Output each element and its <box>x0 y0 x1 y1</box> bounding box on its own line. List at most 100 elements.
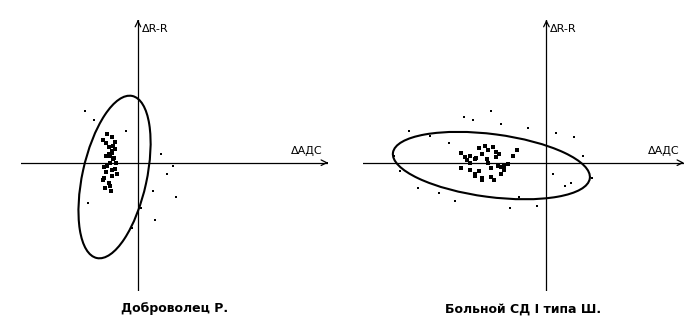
Point <box>470 156 482 161</box>
Point <box>147 189 158 194</box>
Point <box>168 163 179 168</box>
Point <box>503 162 514 167</box>
Point <box>491 154 502 160</box>
Point <box>513 194 524 200</box>
Point <box>477 152 488 157</box>
Point <box>469 157 480 162</box>
Point <box>434 190 445 195</box>
Point <box>532 203 543 208</box>
Point <box>170 194 181 200</box>
Point <box>480 143 491 148</box>
Point <box>388 153 399 158</box>
Point <box>460 154 471 160</box>
Point <box>109 166 120 172</box>
Point <box>107 150 118 155</box>
Point <box>103 151 114 156</box>
Point <box>156 152 167 157</box>
Point <box>565 180 577 185</box>
Point <box>473 168 484 174</box>
Point <box>486 174 497 180</box>
Point <box>498 164 510 169</box>
Text: ΔАДС: ΔАДС <box>291 146 322 157</box>
Point <box>106 167 117 172</box>
Point <box>483 160 494 166</box>
Point <box>495 165 506 170</box>
Point <box>403 129 415 134</box>
Point <box>100 186 111 191</box>
Point <box>110 139 121 145</box>
Point <box>105 183 116 188</box>
Point <box>568 134 579 140</box>
Point <box>507 153 519 158</box>
Point <box>577 153 588 158</box>
Point <box>102 131 113 137</box>
Point <box>97 137 108 143</box>
Text: Больной СД I типа Ш.: Больной СД I типа Ш. <box>445 302 602 315</box>
Text: ΔАДС: ΔАДС <box>648 146 680 157</box>
Point <box>394 168 406 174</box>
Point <box>101 153 112 158</box>
Point <box>98 176 110 181</box>
Point <box>559 183 570 188</box>
Point <box>107 134 118 140</box>
Point <box>492 164 503 169</box>
Point <box>486 166 497 171</box>
Point <box>112 171 123 177</box>
Point <box>464 160 475 166</box>
Point <box>504 206 515 211</box>
Text: ΔR-R: ΔR-R <box>142 24 168 34</box>
Point <box>550 130 561 135</box>
Point <box>469 171 480 176</box>
Point <box>512 147 523 153</box>
Point <box>487 144 498 150</box>
Point <box>455 166 466 171</box>
Point <box>464 167 475 172</box>
Point <box>105 154 116 159</box>
Point <box>121 129 132 134</box>
Point <box>126 226 138 231</box>
Point <box>110 160 121 166</box>
Point <box>89 117 100 122</box>
Point <box>477 178 488 183</box>
Point <box>449 199 460 204</box>
Point <box>486 109 497 114</box>
Point <box>498 167 510 172</box>
Point <box>82 200 94 205</box>
Point <box>105 160 116 166</box>
Point <box>481 157 492 162</box>
Point <box>107 157 119 162</box>
Point <box>101 141 112 146</box>
Point <box>98 165 110 170</box>
Point <box>108 156 119 161</box>
Point <box>106 149 117 154</box>
Point <box>102 164 113 169</box>
Point <box>135 206 147 211</box>
Point <box>424 133 436 138</box>
Point <box>162 171 173 177</box>
Point <box>523 126 534 131</box>
Point <box>107 144 119 149</box>
Point <box>455 150 466 155</box>
Point <box>80 109 91 114</box>
Point <box>489 177 500 182</box>
Point <box>473 146 484 151</box>
Point <box>103 180 114 185</box>
Point <box>150 217 161 222</box>
Point <box>459 114 470 119</box>
Point <box>493 152 505 157</box>
Point <box>468 117 479 122</box>
Point <box>110 146 121 152</box>
Point <box>105 189 117 194</box>
Point <box>101 169 112 174</box>
Point <box>461 158 473 163</box>
Point <box>547 171 558 177</box>
Text: ΔR-R: ΔR-R <box>550 24 577 34</box>
Point <box>495 121 506 127</box>
Point <box>477 176 488 181</box>
Point <box>97 178 108 183</box>
Point <box>413 186 424 191</box>
Point <box>107 174 118 179</box>
Point <box>443 140 454 145</box>
Point <box>469 173 480 178</box>
Point <box>587 176 598 181</box>
